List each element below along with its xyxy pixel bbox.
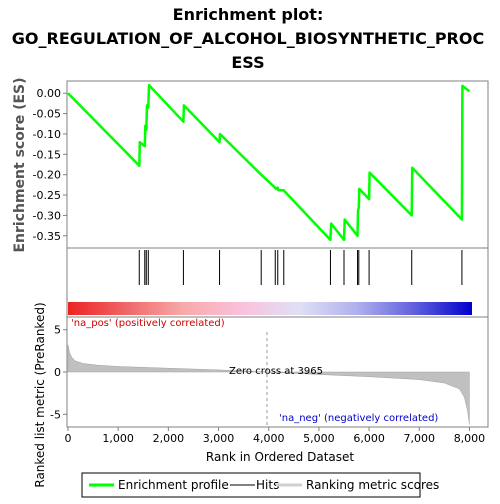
x-tick-label: 5,000	[303, 432, 335, 445]
es-y-tick-label: -0.15	[33, 148, 61, 161]
legend-label-hits: Hits	[256, 478, 279, 492]
x-tick-label: 7,000	[404, 432, 436, 445]
metric-y-tick-label: 0	[54, 366, 61, 379]
es-y-tick-label: -0.25	[33, 189, 61, 202]
x-tick-label: 0	[65, 432, 72, 445]
es-y-tick-label: 0.00	[37, 87, 62, 100]
es-panel: 0.00 -0.05 -0.10 -0.15 -0.20 -0.25 -0.30 -0.35	[33, 83, 471, 243]
x-tick-label: 3,000	[203, 432, 235, 445]
hits-panel	[138, 250, 463, 285]
x-tick-label: 1,000	[102, 432, 134, 445]
x-axis-label: Rank in Ordered Dataset	[206, 450, 354, 464]
x-tick-label: 2,000	[153, 432, 185, 445]
es-y-tick-label: -0.10	[33, 128, 61, 141]
zero-cross-label: Zero cross at 3965	[229, 366, 323, 377]
x-tick-label: 6,000	[353, 432, 385, 445]
es-y-tick-label: -0.05	[33, 108, 61, 121]
es-panel-frame	[66, 80, 489, 249]
metric-y-tick-label: -5	[50, 408, 61, 421]
enrichment-profile-line	[67, 83, 471, 242]
es-y-tick-label: -0.30	[33, 209, 61, 222]
metric-y-axis-label: Ranked list metric (PreRanked)	[33, 302, 47, 487]
legend-label-ranking-metric: Ranking metric scores	[306, 478, 439, 492]
es-y-tick-label: -0.35	[33, 230, 61, 243]
chart-title-line-3: ESS	[231, 53, 264, 72]
x-tick-label: 8,000	[454, 432, 486, 445]
x-tick-label: 4,000	[253, 432, 285, 445]
legend-label-enrichment-profile: Enrichment profile	[118, 478, 229, 492]
chart-title-line-1: Enrichment plot:	[173, 5, 324, 24]
metric-y-tick-label: 5	[54, 324, 61, 337]
ranking-heatmap-bar	[68, 302, 472, 315]
pos-correlated-label: 'na_pos' (positively correlated)	[71, 318, 225, 329]
neg-correlated-label: 'na_neg' (negatively correlated)	[279, 413, 438, 424]
metric-panel: 5 0 -5 0 1,000 2,000 3,000 4,000 5,000 6,000 7,000…	[50, 324, 485, 445]
ranking-metric-area	[67, 344, 470, 425]
es-y-axis-label: Enrichment score (ES)	[12, 77, 28, 252]
es-y-tick-label: -0.20	[33, 169, 61, 182]
chart-title-line-2: GO_REGULATION_OF_ALCOHOL_BIOSYNTHETIC_PR…	[12, 29, 484, 48]
